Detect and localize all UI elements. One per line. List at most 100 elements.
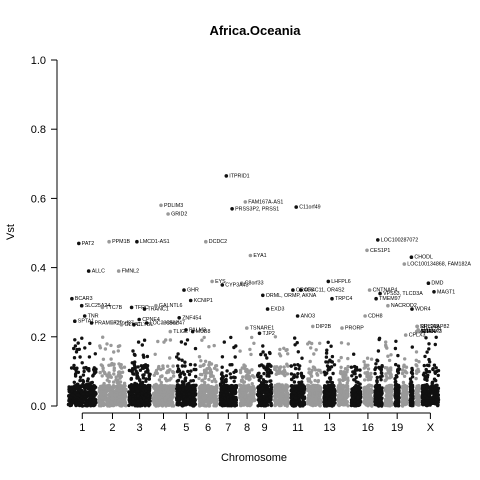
- snp-point: [80, 336, 84, 340]
- snp-point: [145, 364, 150, 368]
- highlight-point: [410, 307, 414, 311]
- snp-point: [277, 368, 281, 372]
- snp-point: [338, 402, 342, 406]
- snp-point: [207, 401, 211, 405]
- gene-label: DIP2B: [316, 324, 332, 330]
- snp-point: [393, 346, 398, 351]
- snp-point: [352, 378, 356, 382]
- snp-point: [351, 396, 355, 400]
- snp-point: [122, 391, 127, 395]
- snp-point: [328, 376, 333, 380]
- snp-point: [338, 381, 342, 386]
- snp-point: [73, 384, 77, 389]
- snp-point: [89, 381, 93, 385]
- snp-point: [397, 389, 401, 393]
- snp-point: [69, 395, 73, 399]
- highlight-point: [243, 200, 248, 204]
- snp-point: [297, 383, 301, 388]
- snp-point: [233, 390, 238, 394]
- snp-point: [301, 399, 305, 403]
- snp-point: [431, 399, 435, 403]
- x-tick-label: 19: [391, 422, 403, 434]
- snp-point: [189, 369, 193, 373]
- snp-point: [342, 389, 346, 394]
- snp-point: [69, 402, 73, 407]
- snp-point: [252, 375, 256, 379]
- snp-point: [265, 356, 269, 360]
- snp-point: [293, 343, 297, 347]
- x-tick-label: 5: [183, 422, 189, 434]
- snp-point: [393, 383, 398, 387]
- snp-point: [78, 355, 82, 359]
- snp-point: [297, 391, 302, 395]
- highlight-point: [86, 269, 91, 273]
- snp-point: [431, 367, 435, 371]
- snp-point: [263, 353, 268, 357]
- x-axis: 1 2 3 4 5 6 7 8 9 11 13 16 19 X: [79, 412, 435, 434]
- snp-point: [417, 360, 421, 364]
- snp-point: [329, 365, 334, 369]
- x-tick-label: 3: [137, 422, 143, 434]
- snp-point: [402, 388, 407, 392]
- snp-point: [385, 346, 389, 350]
- snp-point: [274, 388, 278, 392]
- snp-point: [229, 394, 233, 398]
- snp-point: [81, 392, 86, 396]
- snp-point: [261, 344, 265, 348]
- snp-point: [214, 364, 218, 368]
- snp-point: [310, 368, 314, 372]
- highlight-point: [295, 314, 300, 318]
- snp-point: [307, 367, 311, 371]
- snp-point: [415, 402, 420, 407]
- snp-point: [318, 398, 322, 402]
- snp-point: [373, 394, 377, 398]
- highlight-point: [135, 239, 139, 244]
- snp-point: [300, 356, 304, 360]
- snp-point: [92, 366, 97, 370]
- snp-point: [286, 364, 290, 368]
- gene-label: LHFPL6: [331, 279, 350, 285]
- snp-point: [123, 396, 127, 401]
- snp-point: [385, 401, 390, 405]
- highlight-point: [265, 307, 270, 311]
- snp-point: [98, 370, 102, 375]
- snp-point: [130, 367, 135, 371]
- snp-point: [379, 388, 384, 393]
- y-tick-label: 0.4: [31, 263, 46, 275]
- snp-point: [148, 372, 152, 376]
- snp-point: [188, 362, 193, 367]
- snp-point: [250, 387, 254, 391]
- snp-point: [110, 397, 115, 401]
- snp-point: [332, 389, 336, 394]
- snp-point: [194, 374, 198, 379]
- x-tick-label: 16: [362, 422, 374, 434]
- snp-point: [325, 403, 329, 407]
- snp-point: [73, 338, 77, 342]
- snp-point: [422, 384, 426, 389]
- snp-point: [410, 390, 414, 395]
- snp-point: [118, 364, 123, 368]
- highlight-point: [374, 296, 378, 301]
- snp-point: [177, 357, 181, 361]
- gene-label: PRSS3P2, PRSS1: [235, 206, 279, 212]
- snp-point: [187, 372, 192, 377]
- snp-point: [323, 397, 328, 401]
- snp-point: [376, 404, 381, 408]
- snp-point: [400, 371, 405, 376]
- snp-point: [346, 387, 350, 391]
- gene-label: CYP3A43: [225, 282, 248, 288]
- snp-point: [256, 389, 261, 394]
- snp-point: [293, 336, 297, 340]
- snp-point: [184, 376, 188, 380]
- snp-point: [131, 397, 135, 401]
- gene-label: GRID2: [171, 212, 187, 218]
- snp-point: [258, 393, 262, 397]
- snp-point: [164, 338, 168, 342]
- snp-point: [311, 386, 315, 391]
- highlight-point: [204, 239, 208, 244]
- snp-point: [284, 394, 289, 398]
- snp-point: [310, 389, 315, 393]
- snp-point: [296, 363, 300, 367]
- snp-point: [343, 397, 347, 401]
